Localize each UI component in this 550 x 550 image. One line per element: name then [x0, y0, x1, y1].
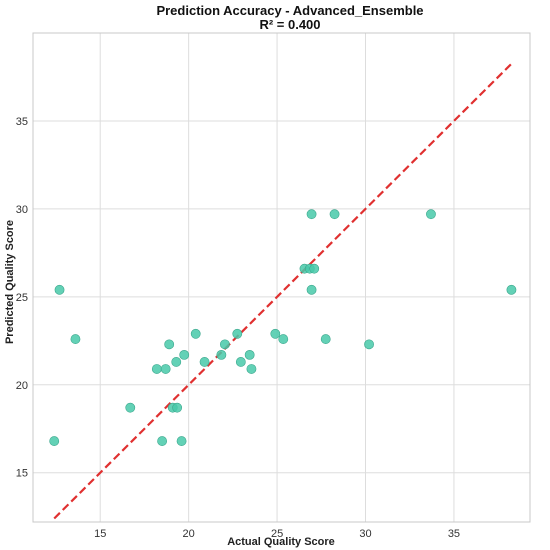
- scatter-point: [216, 349, 227, 360]
- y-tick-label: 30: [16, 204, 28, 216]
- scatter-point: [151, 364, 162, 374]
- scatter-point: [306, 209, 317, 220]
- scatter-point: [172, 402, 183, 413]
- x-axis-label: Actual Quality Score: [227, 536, 335, 548]
- scatter-point: [320, 334, 331, 344]
- scatter-point: [179, 349, 190, 360]
- scatter-point: [171, 357, 182, 367]
- scatter-point: [190, 328, 201, 339]
- scatter-point: [157, 436, 168, 446]
- y-tick-label: 25: [16, 292, 28, 304]
- chart-subtitle: R² = 0.400: [259, 17, 320, 32]
- scatter-point: [270, 328, 281, 339]
- scatter-point: [309, 263, 320, 274]
- scatter-point: [506, 284, 517, 295]
- plot-frame: [32, 32, 531, 523]
- scatter-point: [306, 284, 317, 295]
- scatter-point: [426, 209, 436, 220]
- scatter-point: [54, 284, 65, 295]
- y-tick-label: 15: [16, 468, 28, 480]
- scatter-point: [235, 357, 246, 367]
- scatter-point: [232, 328, 243, 339]
- scatter-point: [246, 364, 257, 374]
- grid-layer: [33, 33, 530, 522]
- scatter-point: [220, 339, 230, 350]
- x-tick-label: 25: [271, 528, 283, 540]
- points-layer: [49, 209, 517, 446]
- scatter-point: [125, 402, 136, 413]
- scatter-point: [70, 334, 81, 344]
- scatter-point: [160, 364, 171, 374]
- scatter-point: [164, 339, 175, 350]
- scatter-point: [244, 349, 255, 360]
- scatter-point: [278, 334, 289, 344]
- y-axis-label: Predicted Quality Score: [4, 220, 16, 344]
- x-tick-label: 35: [448, 528, 460, 540]
- scatter-point: [49, 436, 60, 446]
- y-tick-label: 35: [16, 116, 28, 128]
- scatter-point: [364, 339, 374, 350]
- scatter-point: [329, 209, 340, 220]
- chart-title: Prediction Accuracy - Advanced_Ensemble: [156, 3, 423, 18]
- x-tick-label: 30: [359, 528, 371, 540]
- scatter-point: [199, 357, 210, 367]
- scatter-point: [176, 436, 187, 446]
- x-tick-label: 15: [94, 528, 106, 540]
- x-tick-label: 20: [183, 528, 195, 540]
- tick-layer: 15 20 25 30 35 15 20 25 30 35: [16, 116, 460, 540]
- y-tick-label: 20: [16, 380, 28, 392]
